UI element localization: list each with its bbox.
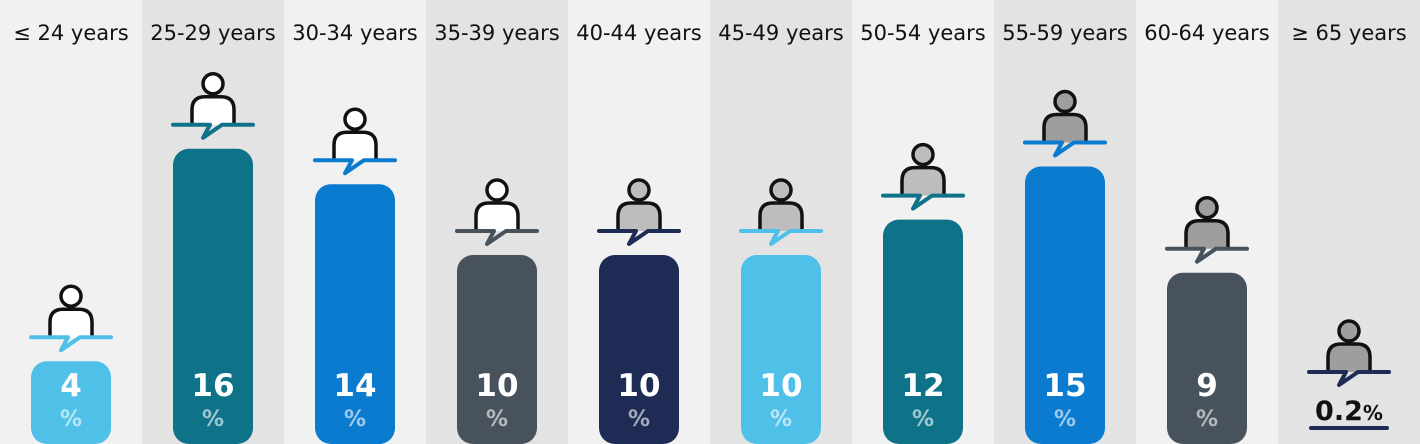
person-speech-icon	[597, 178, 681, 246]
data-label: 15	[1043, 368, 1086, 404]
category-label: 55-59 years	[1002, 21, 1128, 45]
icon-speech-ledge	[1023, 140, 1107, 158]
category-label: 25-29 years	[150, 21, 276, 45]
bar	[741, 255, 821, 444]
icon-head	[1195, 195, 1219, 220]
icon-speech-ledge	[29, 335, 113, 353]
data-label: 9	[1196, 368, 1218, 404]
unit-label: %	[628, 407, 650, 432]
person-speech-icon	[1165, 195, 1249, 264]
category-label: ≥ 65 years	[1291, 21, 1406, 45]
icon-body	[616, 201, 662, 231]
data-label: 16	[191, 368, 234, 404]
bar	[173, 148, 253, 444]
person-speech-icon	[171, 72, 255, 140]
icon-speech-ledge	[313, 158, 397, 176]
icon-head	[59, 284, 83, 308]
unit-label: %	[344, 407, 366, 432]
icon-head	[343, 107, 367, 131]
icon-head	[627, 178, 651, 202]
icon-body	[758, 201, 804, 231]
icon-speech-ledge	[1307, 370, 1391, 387]
person-speech-icon	[1307, 319, 1391, 387]
unit-label: %	[1363, 401, 1383, 425]
icon-speech-ledge	[171, 122, 255, 140]
bar	[457, 255, 537, 444]
person-speech-icon	[455, 178, 539, 246]
data-label: 12	[901, 368, 944, 404]
unit-label: %	[60, 407, 82, 432]
bar	[1309, 426, 1389, 430]
category-label: 30-34 years	[292, 21, 418, 45]
data-label: 10	[617, 368, 660, 404]
person-speech-icon	[739, 178, 823, 246]
category-label: 40-44 years	[576, 21, 702, 45]
icon-head	[201, 72, 225, 96]
category-label: 45-49 years	[718, 21, 844, 45]
unit-label: %	[1196, 407, 1218, 432]
person-speech-icon	[1023, 89, 1107, 158]
bar	[1167, 272, 1247, 444]
icon-body	[190, 95, 236, 125]
data-label: 4	[60, 368, 82, 404]
category-label: 35-39 years	[434, 21, 560, 45]
icon-head	[769, 178, 793, 202]
bar	[883, 219, 963, 444]
icon-speech-ledge	[455, 229, 539, 246]
bar	[31, 361, 111, 444]
bar	[315, 184, 395, 444]
icon-speech-ledge	[739, 229, 823, 246]
category-label: ≤ 24 years	[13, 21, 128, 45]
icon-body	[900, 165, 946, 196]
icon-head	[1053, 89, 1077, 114]
icon-head	[1337, 319, 1361, 343]
category-label: 50-54 years	[860, 21, 986, 45]
data-label: 0.2%	[1315, 396, 1383, 427]
bar	[1025, 166, 1105, 444]
data-label: 10	[759, 368, 802, 404]
icon-speech-ledge	[1165, 246, 1249, 264]
icon-head	[485, 178, 509, 202]
category-label: 60-64 years	[1144, 21, 1270, 45]
icon-body	[1184, 218, 1230, 249]
unit-label: %	[770, 407, 792, 432]
unit-label: %	[486, 407, 508, 432]
unit-label: %	[1054, 407, 1076, 432]
icon-body	[1042, 112, 1088, 143]
bar	[599, 255, 679, 444]
icon-body	[1326, 342, 1372, 372]
data-label: 10	[475, 368, 518, 404]
unit-label: %	[202, 407, 224, 432]
icon-head	[911, 142, 935, 167]
data-label: 14	[333, 368, 376, 404]
icon-body	[332, 130, 378, 161]
person-speech-icon	[29, 284, 113, 353]
unit-label: %	[912, 407, 934, 432]
person-speech-icon	[881, 142, 965, 211]
icon-speech-ledge	[881, 193, 965, 211]
person-speech-icon	[313, 107, 397, 176]
icon-body	[474, 201, 520, 231]
icon-speech-ledge	[597, 229, 681, 246]
icon-body	[48, 307, 94, 338]
